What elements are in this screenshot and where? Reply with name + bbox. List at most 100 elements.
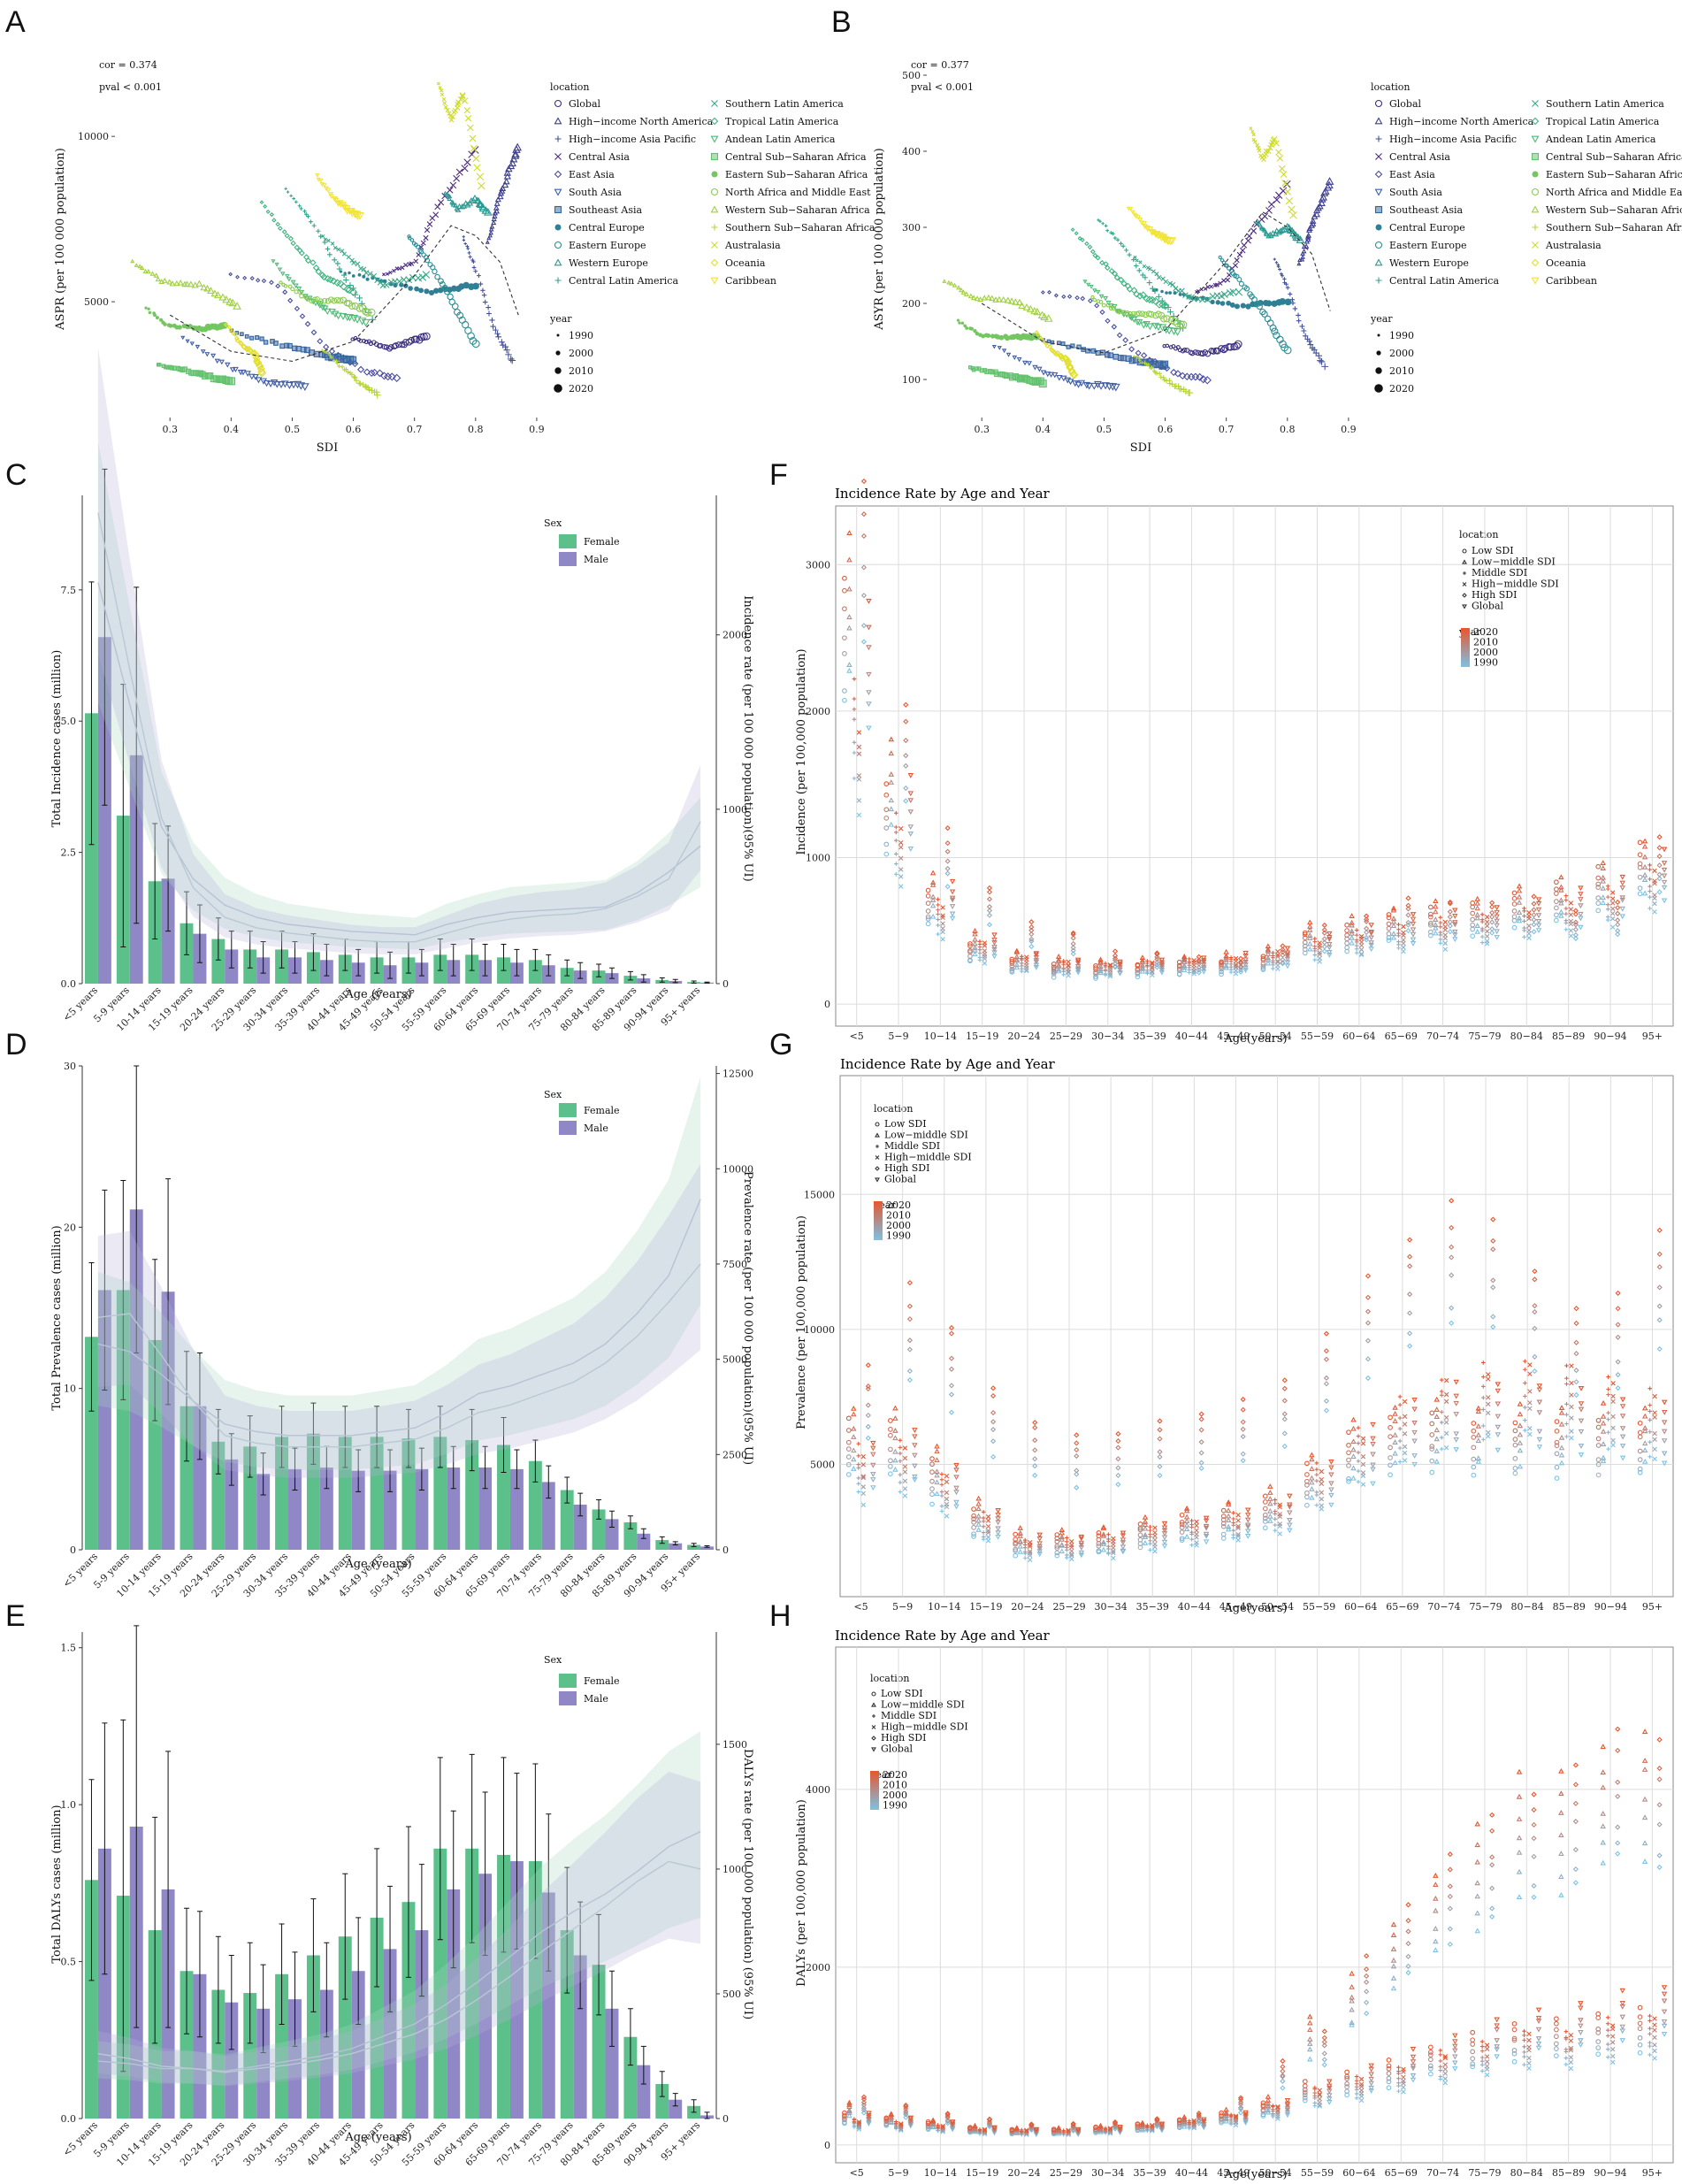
data-point xyxy=(1095,289,1101,295)
data-point xyxy=(1531,1894,1537,1900)
data-point xyxy=(925,908,931,914)
data-point xyxy=(1526,2055,1532,2061)
data-point xyxy=(852,677,857,681)
data-point xyxy=(1354,2091,1359,2096)
data-point xyxy=(845,1415,852,1422)
data-point xyxy=(318,178,324,183)
data-point xyxy=(1304,1502,1310,1508)
data-point xyxy=(1368,2072,1374,2078)
data-point xyxy=(1321,187,1330,195)
legend-label: Female xyxy=(584,536,620,548)
data-point xyxy=(985,1538,991,1544)
data-point xyxy=(1203,1539,1210,1545)
data-point xyxy=(1438,2074,1443,2079)
data-point xyxy=(1284,281,1288,287)
bar-female xyxy=(243,1993,257,2119)
data-point xyxy=(1656,1852,1663,1858)
data-point xyxy=(1074,1440,1080,1446)
data-point xyxy=(1223,2106,1229,2112)
data-point xyxy=(465,244,470,249)
data-point xyxy=(282,289,288,295)
data-point xyxy=(1115,308,1120,314)
data-point xyxy=(948,1383,955,1389)
data-point xyxy=(1405,1970,1411,1976)
data-point xyxy=(468,255,472,259)
data-point xyxy=(1154,950,1160,956)
data-point xyxy=(991,946,998,953)
data-point xyxy=(1046,339,1051,344)
data-point xyxy=(1532,1276,1538,1283)
data-point xyxy=(1648,1403,1652,1407)
data-point xyxy=(1262,1512,1268,1518)
data-point xyxy=(1028,931,1035,938)
bar-female xyxy=(497,1854,510,2119)
data-point xyxy=(1392,1460,1398,1466)
legend-marker xyxy=(554,135,562,142)
data-point xyxy=(321,305,329,312)
panel-b-legend-title: location xyxy=(1371,81,1411,93)
data-point xyxy=(898,845,904,850)
legend-marker xyxy=(1531,152,1540,161)
panel-e-sex-title: Sex xyxy=(544,1654,562,1666)
data-point xyxy=(1471,1464,1477,1470)
data-point xyxy=(1009,959,1015,964)
data-point xyxy=(1637,1466,1643,1472)
data-point xyxy=(1145,959,1150,963)
data-point xyxy=(1312,2090,1318,2096)
data-point xyxy=(1452,929,1458,935)
data-point xyxy=(1407,1237,1413,1243)
error-bar xyxy=(405,1408,411,1468)
data-point xyxy=(440,92,445,97)
data-point xyxy=(240,369,247,376)
y-tick-label: 10000 xyxy=(804,1324,835,1336)
panel-a-year-title: year xyxy=(549,313,572,325)
data-point xyxy=(1187,2119,1192,2124)
data-point xyxy=(990,333,996,339)
data-point xyxy=(1526,2044,1532,2050)
data-point xyxy=(975,1521,982,1527)
data-point xyxy=(1148,1538,1152,1544)
data-point xyxy=(1641,1413,1648,1419)
data-point xyxy=(1321,363,1329,371)
data-point xyxy=(856,1482,861,1486)
data-point xyxy=(1606,1375,1610,1379)
data-point xyxy=(1595,1472,1602,1478)
data-point xyxy=(161,277,168,283)
data-point xyxy=(1661,2023,1668,2029)
data-point xyxy=(1523,1405,1527,1410)
data-point xyxy=(975,1495,982,1501)
data-point xyxy=(936,931,940,937)
data-point xyxy=(985,1528,991,1534)
legend-label: South Asia xyxy=(569,187,622,198)
data-point xyxy=(1033,965,1040,970)
data-point xyxy=(1569,1380,1574,1386)
data-point xyxy=(1516,917,1523,923)
data-point xyxy=(492,213,498,218)
data-point xyxy=(1511,2048,1518,2053)
panel-f-ylabel: Incidence (per 100,000 population) xyxy=(795,648,808,854)
data-point xyxy=(1196,964,1202,970)
legend-label: Global xyxy=(884,1174,917,1185)
data-point xyxy=(1600,1743,1606,1750)
data-point xyxy=(1511,2050,1518,2057)
data-point xyxy=(1275,959,1281,965)
data-point xyxy=(1307,2036,1313,2042)
data-point xyxy=(929,1486,935,1491)
data-point xyxy=(463,107,470,114)
data-point xyxy=(1187,956,1192,962)
data-point xyxy=(203,284,211,292)
y-tick-label: 10000 xyxy=(78,131,109,142)
data-point xyxy=(1438,2048,1443,2053)
data-point xyxy=(1429,1469,1435,1475)
data-point xyxy=(1215,300,1220,305)
data-point xyxy=(846,586,852,592)
panel-a-legend-title: location xyxy=(550,81,590,93)
data-point xyxy=(1189,1518,1194,1523)
data-point xyxy=(1656,1303,1663,1309)
data-point xyxy=(1189,350,1196,356)
data-point xyxy=(1474,1893,1480,1899)
data-point xyxy=(1536,1383,1543,1390)
x-tick-label: 0.8 xyxy=(1280,424,1296,435)
data-point xyxy=(883,816,890,821)
data-point xyxy=(866,701,872,708)
